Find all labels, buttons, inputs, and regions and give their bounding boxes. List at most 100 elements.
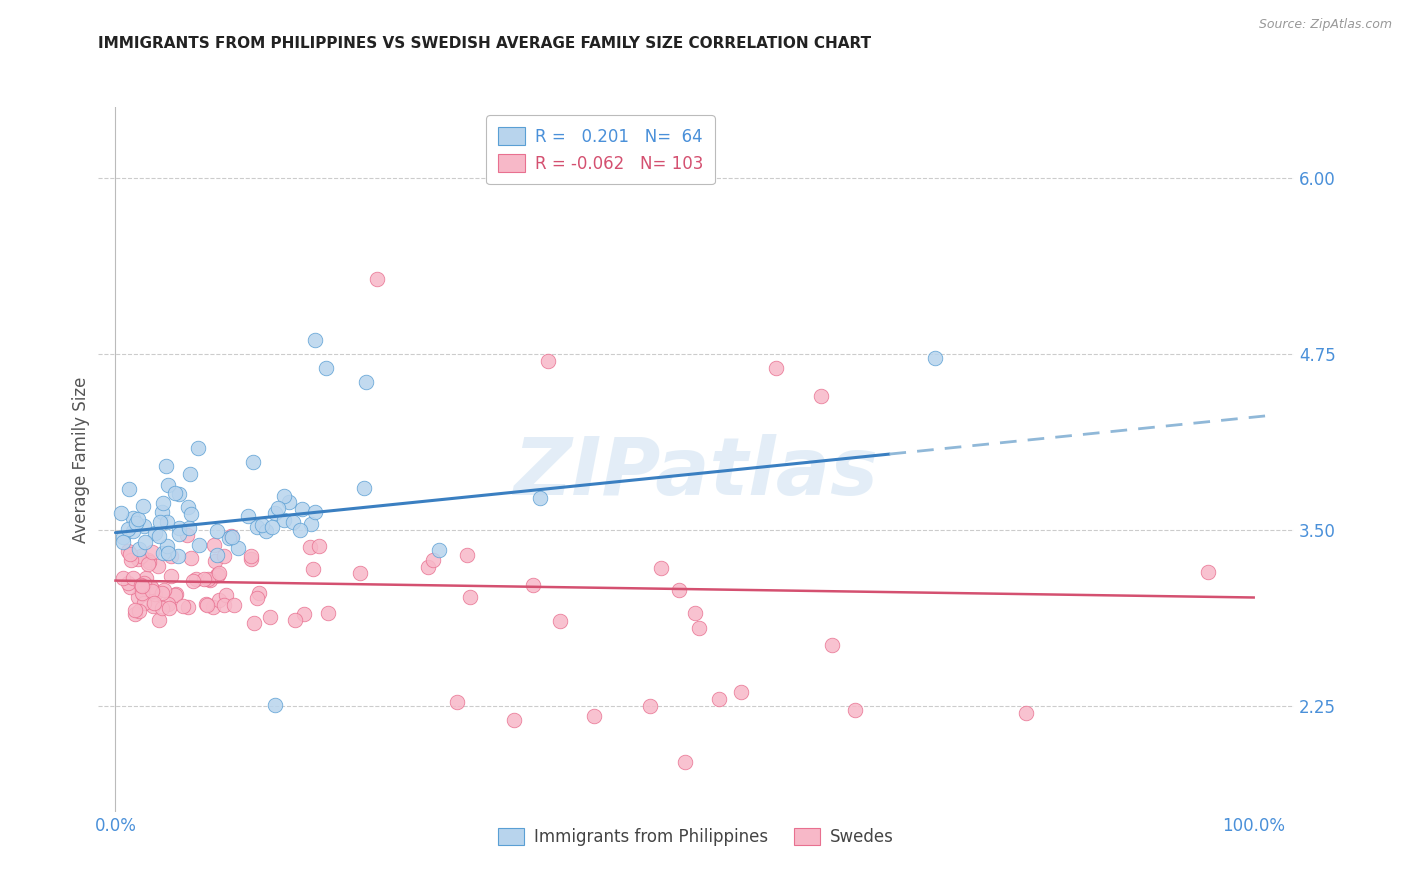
Point <box>111 535 134 549</box>
Point <box>304 333 326 347</box>
Point <box>148 613 170 627</box>
Point <box>765 360 787 375</box>
Point <box>160 549 183 563</box>
Point <box>582 709 605 723</box>
Point <box>131 586 153 600</box>
Point <box>179 467 201 482</box>
Point <box>177 600 200 615</box>
Point <box>138 556 160 570</box>
Point <box>117 522 139 536</box>
Point <box>707 692 730 706</box>
Point <box>195 598 218 612</box>
Point <box>205 549 228 563</box>
Point <box>308 539 330 553</box>
Point <box>288 523 311 537</box>
Point <box>197 572 219 586</box>
Point <box>181 574 204 588</box>
Point <box>128 541 150 556</box>
Point <box>120 552 142 566</box>
Point <box>110 506 132 520</box>
Point <box>172 599 194 613</box>
Point <box>139 580 162 594</box>
Point <box>142 599 165 613</box>
Point <box>127 590 149 604</box>
Point <box>150 601 173 615</box>
Point <box>152 545 174 559</box>
Point <box>522 577 544 591</box>
Point <box>167 527 190 541</box>
Point <box>207 568 229 582</box>
Point <box>250 518 273 533</box>
Point <box>117 576 139 591</box>
Point <box>156 539 179 553</box>
Point <box>273 489 295 503</box>
Point <box>141 583 163 598</box>
Point <box>134 535 156 549</box>
Point <box>163 485 186 500</box>
Point <box>349 566 371 580</box>
Point <box>242 455 264 469</box>
Point <box>132 586 155 600</box>
Point <box>176 528 198 542</box>
Point <box>132 518 155 533</box>
Point <box>354 375 377 389</box>
Point <box>198 573 221 587</box>
Point <box>668 583 690 598</box>
Point <box>180 551 202 566</box>
Text: Source: ZipAtlas.com: Source: ZipAtlas.com <box>1258 18 1392 31</box>
Point <box>215 588 238 602</box>
Point <box>143 587 166 601</box>
Point <box>259 609 281 624</box>
Point <box>187 441 209 455</box>
Point <box>202 599 225 614</box>
Point <box>135 571 157 585</box>
Point <box>117 543 139 558</box>
Point <box>221 530 243 544</box>
Point <box>548 614 571 628</box>
Point <box>111 530 134 544</box>
Point <box>263 698 285 712</box>
Point <box>202 538 225 552</box>
Point <box>422 553 444 567</box>
Point <box>456 548 478 562</box>
Point <box>924 351 946 365</box>
Point <box>132 596 155 610</box>
Point <box>128 604 150 618</box>
Point <box>640 699 662 714</box>
Point <box>150 505 173 519</box>
Point <box>177 500 200 514</box>
Point <box>131 579 153 593</box>
Point <box>688 621 710 635</box>
Point <box>239 549 262 563</box>
Point <box>291 502 314 516</box>
Point <box>844 703 866 717</box>
Point <box>111 571 134 585</box>
Point <box>254 524 277 539</box>
Point <box>458 590 481 604</box>
Point <box>124 603 146 617</box>
Point <box>212 598 235 612</box>
Point <box>124 607 146 622</box>
Point <box>152 583 174 598</box>
Point <box>167 521 190 535</box>
Point <box>156 516 179 530</box>
Point <box>650 561 672 575</box>
Point <box>302 562 325 576</box>
Point <box>120 547 142 561</box>
Point <box>148 529 170 543</box>
Point <box>218 531 240 545</box>
Point <box>186 572 208 586</box>
Point <box>529 491 551 506</box>
Point <box>273 512 295 526</box>
Point <box>263 506 285 520</box>
Point <box>446 695 468 709</box>
Point <box>156 477 179 491</box>
Point <box>177 521 200 535</box>
Point <box>1015 706 1038 720</box>
Point <box>304 505 326 519</box>
Point <box>122 524 145 538</box>
Legend: Immigrants from Philippines, Swedes: Immigrants from Philippines, Swedes <box>491 822 901 853</box>
Point <box>155 458 177 473</box>
Point <box>121 510 143 524</box>
Point <box>246 520 269 534</box>
